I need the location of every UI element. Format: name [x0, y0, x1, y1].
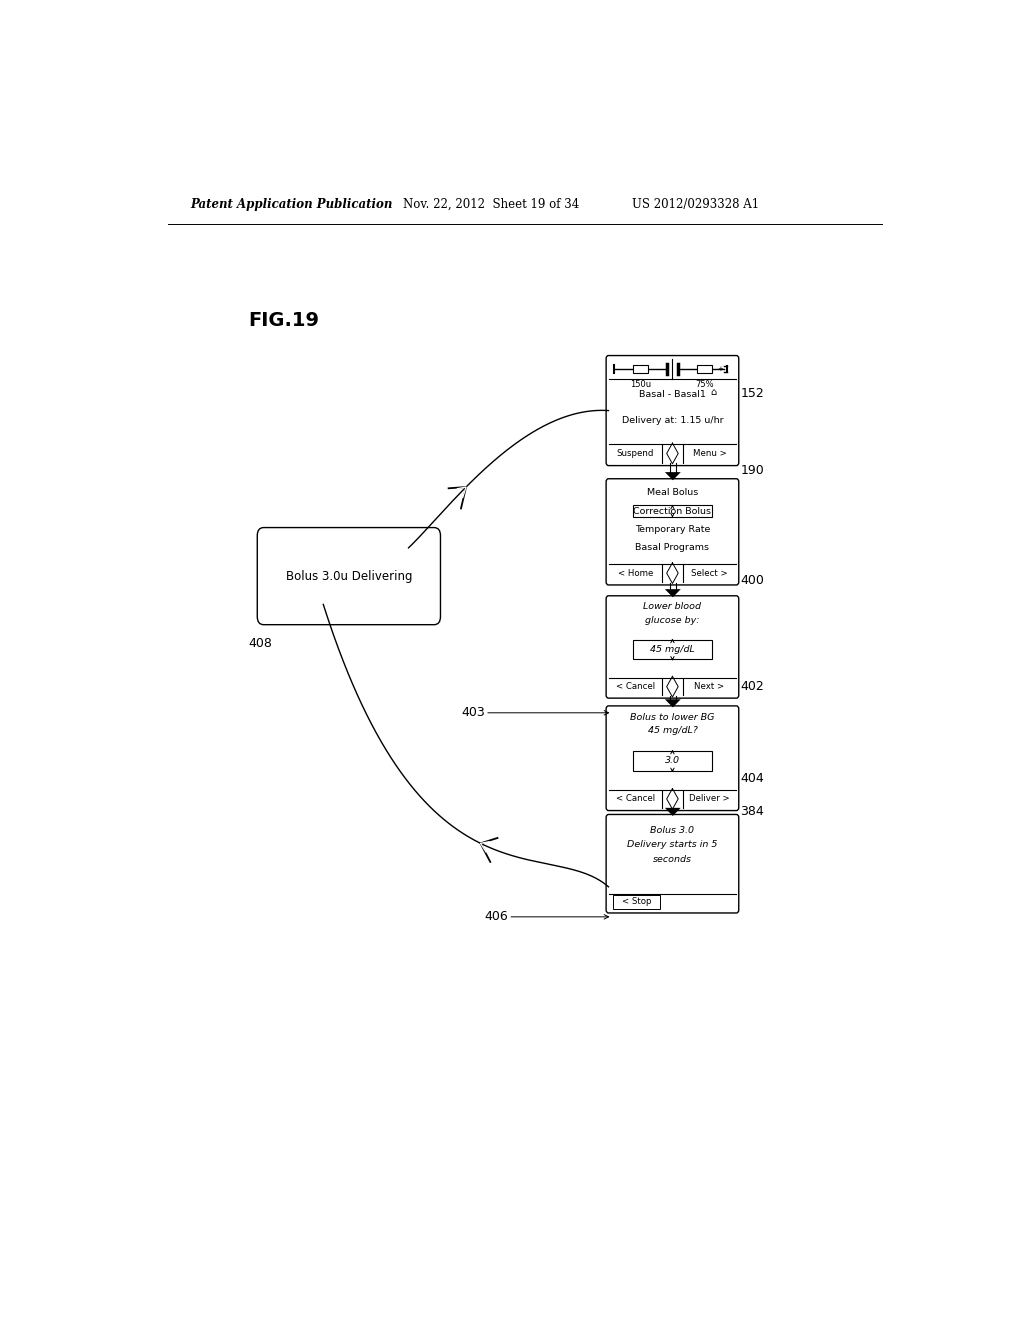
Text: Lower blood: Lower blood	[643, 602, 701, 611]
Text: Next >: Next >	[694, 682, 725, 692]
Text: Deliver >: Deliver >	[689, 795, 730, 804]
Polygon shape	[665, 700, 681, 708]
Text: glucose by:: glucose by:	[645, 615, 699, 624]
Text: 408: 408	[248, 638, 272, 649]
Text: Meal Bolus: Meal Bolus	[647, 488, 698, 498]
FancyBboxPatch shape	[633, 506, 712, 517]
Text: < Cancel: < Cancel	[615, 795, 655, 804]
Text: 404: 404	[740, 772, 764, 785]
Text: 402: 402	[740, 680, 764, 693]
FancyBboxPatch shape	[606, 355, 738, 466]
Text: 152: 152	[740, 387, 764, 400]
Text: Correction Bolus: Correction Bolus	[634, 507, 712, 516]
FancyBboxPatch shape	[612, 895, 660, 908]
Text: 3.0: 3.0	[665, 756, 680, 766]
Text: Basal Programs: Basal Programs	[636, 544, 710, 552]
FancyBboxPatch shape	[633, 640, 712, 660]
Text: Delivery at: 1.15 u/hr: Delivery at: 1.15 u/hr	[622, 417, 723, 425]
Text: ⌂: ⌂	[711, 387, 717, 397]
Text: Menu >: Menu >	[692, 449, 726, 458]
Text: 190: 190	[740, 463, 764, 477]
FancyBboxPatch shape	[606, 814, 738, 913]
Text: Patent Application Publication: Patent Application Publication	[190, 198, 392, 211]
FancyBboxPatch shape	[633, 366, 648, 372]
Polygon shape	[665, 589, 681, 598]
Text: Nov. 22, 2012  Sheet 19 of 34: Nov. 22, 2012 Sheet 19 of 34	[403, 198, 580, 211]
Text: +: +	[717, 366, 723, 372]
Text: 150u: 150u	[630, 380, 651, 389]
Text: 45 mg/dL: 45 mg/dL	[650, 645, 695, 655]
Polygon shape	[665, 473, 681, 480]
Text: < Cancel: < Cancel	[615, 682, 655, 692]
FancyBboxPatch shape	[257, 528, 440, 624]
Text: 45 mg/dL?: 45 mg/dL?	[647, 726, 697, 735]
Text: 384: 384	[740, 805, 764, 818]
Text: Bolus 3.0u Delivering: Bolus 3.0u Delivering	[286, 570, 412, 582]
Polygon shape	[665, 808, 681, 816]
Text: US 2012/0293328 A1: US 2012/0293328 A1	[632, 198, 759, 211]
Text: Delivery starts in 5: Delivery starts in 5	[628, 840, 718, 849]
Text: Suspend: Suspend	[616, 449, 654, 458]
Text: 406: 406	[484, 911, 508, 924]
Text: < Stop: < Stop	[622, 898, 651, 907]
Text: Select >: Select >	[691, 569, 728, 578]
Text: FIG.19: FIG.19	[248, 310, 319, 330]
FancyBboxPatch shape	[606, 706, 738, 810]
Text: Bolus to lower BG: Bolus to lower BG	[630, 713, 715, 722]
FancyBboxPatch shape	[696, 366, 712, 372]
Text: Bolus 3.0: Bolus 3.0	[650, 826, 694, 834]
FancyBboxPatch shape	[633, 751, 712, 771]
Text: 75%: 75%	[695, 380, 714, 389]
Text: < Home: < Home	[617, 569, 653, 578]
Text: 403: 403	[461, 706, 485, 719]
Text: Basal - Basal1: Basal - Basal1	[639, 391, 706, 400]
FancyBboxPatch shape	[606, 595, 738, 698]
Text: seconds: seconds	[653, 854, 692, 863]
Text: 400: 400	[740, 574, 764, 587]
Text: Temporary Rate: Temporary Rate	[635, 525, 710, 535]
FancyBboxPatch shape	[606, 479, 738, 585]
